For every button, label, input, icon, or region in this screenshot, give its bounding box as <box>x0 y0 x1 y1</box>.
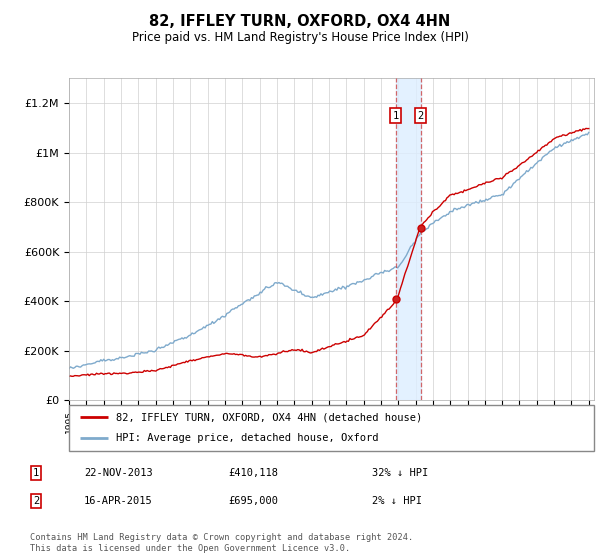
Text: 1: 1 <box>392 110 399 120</box>
Text: Contains HM Land Registry data © Crown copyright and database right 2024.
This d: Contains HM Land Registry data © Crown c… <box>30 533 413 553</box>
Text: 22-NOV-2013: 22-NOV-2013 <box>84 468 153 478</box>
Text: 2: 2 <box>33 496 39 506</box>
Text: 2% ↓ HPI: 2% ↓ HPI <box>372 496 422 506</box>
Text: 82, IFFLEY TURN, OXFORD, OX4 4HN (detached house): 82, IFFLEY TURN, OXFORD, OX4 4HN (detach… <box>116 412 422 422</box>
Text: 2: 2 <box>418 110 424 120</box>
Text: 32% ↓ HPI: 32% ↓ HPI <box>372 468 428 478</box>
Bar <box>397 78 421 400</box>
Text: 1: 1 <box>33 468 39 478</box>
Text: Price paid vs. HM Land Registry's House Price Index (HPI): Price paid vs. HM Land Registry's House … <box>131 31 469 44</box>
Text: 16-APR-2015: 16-APR-2015 <box>84 496 153 506</box>
Text: 82, IFFLEY TURN, OXFORD, OX4 4HN: 82, IFFLEY TURN, OXFORD, OX4 4HN <box>149 14 451 29</box>
Text: £410,118: £410,118 <box>228 468 278 478</box>
Text: HPI: Average price, detached house, Oxford: HPI: Average price, detached house, Oxfo… <box>116 433 379 444</box>
Text: £695,000: £695,000 <box>228 496 278 506</box>
